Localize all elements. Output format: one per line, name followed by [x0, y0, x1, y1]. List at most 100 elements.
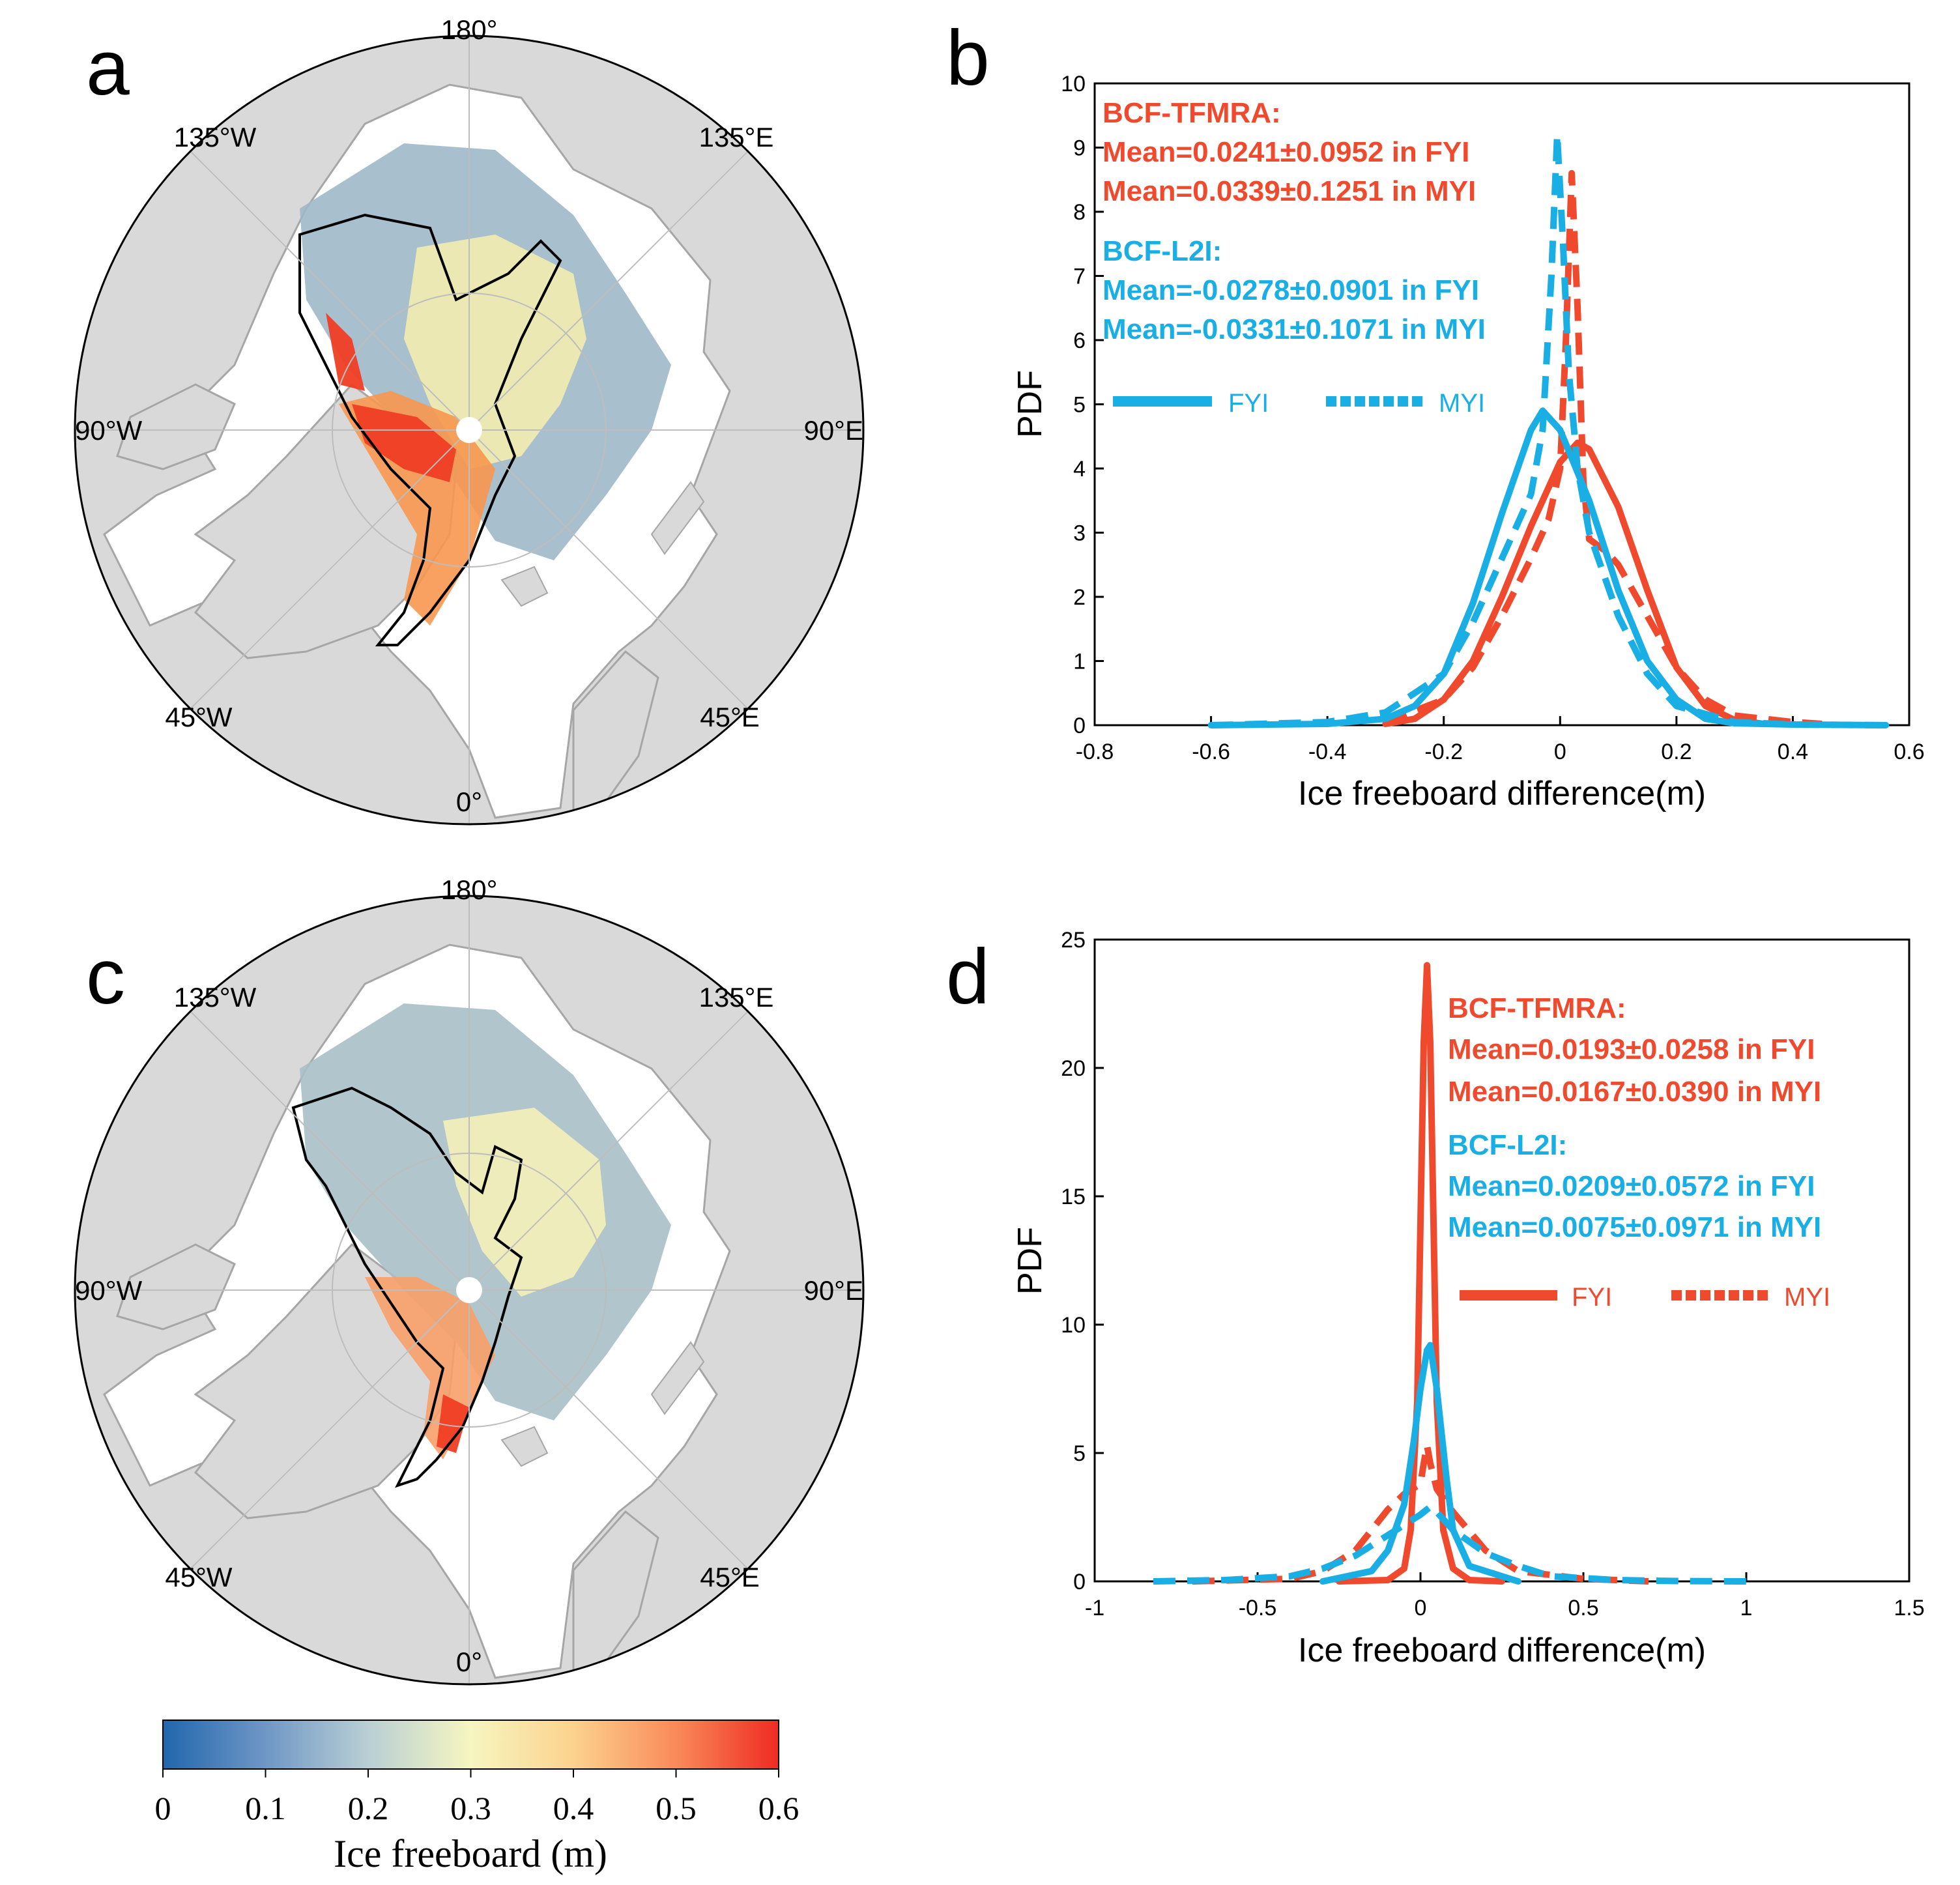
- colorbar-tick-label: 0.3: [450, 1790, 491, 1826]
- annotations: BCF-TFMRA: Mean=0.0193±0.0258 in FYI Mea…: [1448, 992, 1821, 1243]
- panel-letter-a: a: [86, 24, 130, 111]
- x-tick-label: -0.8: [1076, 740, 1114, 764]
- x-tick-label: 0: [1554, 740, 1566, 764]
- map-c: 180° 135°W 135°E 90°W 90°E 45°W 45°E 0° …: [74, 874, 865, 1686]
- lon-label-135w: 135°W: [174, 982, 257, 1013]
- y-tick-label: 25: [1061, 928, 1086, 953]
- chart-b: b -0.8 -0.6 -0.4 -0.2 0 0.2 0.4 0.6 0 1 2 3 4 5 6 7 8 9 10…: [946, 14, 1925, 813]
- x-tick-label: 0.2: [1661, 740, 1692, 764]
- panel-letter-c: c: [86, 933, 125, 1020]
- svalbard: [500, 1426, 549, 1467]
- x-tick-label: -0.2: [1424, 740, 1463, 764]
- series-line-bcf-l2i-fyi: [1319, 1342, 1521, 1585]
- legend-label-fyi: FYI: [1572, 1283, 1612, 1312]
- annotation-l2i-fyi: Mean=0.0209±0.0572 in FYI: [1448, 1170, 1815, 1202]
- annotation-title-l2i: BCF-L2I:: [1102, 235, 1222, 267]
- series-line-bcf-l2i-myi: [1211, 131, 1886, 728]
- x-axis-label: Ice freeboard difference(m): [1298, 775, 1706, 813]
- series-group: [1153, 962, 1747, 1585]
- annotation-l2i-fyi: Mean=-0.0278±0.0901 in FYI: [1102, 274, 1479, 306]
- map-frame: [74, 35, 865, 826]
- plot-frame: [1093, 938, 1910, 1583]
- lon-label-90e: 90°E: [803, 415, 863, 446]
- panel-letter-d: d: [946, 933, 990, 1020]
- annotation-tfmra-fyi: Mean=0.0241±0.0952 in FYI: [1102, 136, 1469, 168]
- y-tick-label: 2: [1073, 585, 1086, 610]
- y-tick-label: 10: [1061, 1313, 1086, 1338]
- series-line-bcf-l2i-fyi: [1207, 407, 1890, 728]
- x-tick-label: 0.5: [1568, 1596, 1598, 1620]
- freeboard-field-max: [326, 313, 365, 391]
- x-axis-label: Ice freeboard difference(m): [1298, 1632, 1706, 1669]
- freeboard-field-max: [352, 404, 456, 482]
- colorbar-tick-label: 0: [155, 1790, 171, 1826]
- lon-label-45e: 45°E: [700, 1562, 760, 1592]
- canadian-archipelago: [116, 383, 236, 470]
- series-line-bcf-tfmra-fyi: [1336, 962, 1505, 1585]
- panel-letter-b: b: [946, 14, 990, 102]
- colorbar-tick-label: 0.5: [656, 1790, 697, 1826]
- lon-label-90w: 90°W: [75, 415, 143, 446]
- y-tick-label: 9: [1073, 136, 1086, 161]
- y-tick-label: 7: [1073, 265, 1086, 289]
- lon-label-90w: 90°W: [75, 1275, 143, 1306]
- chart-d: d -1 -0.5 0 0.5 1 1.5 0 5 10 15 20 25 BCF-TFMRA: Me…: [946, 928, 1925, 1669]
- legend: FYI MYI: [1460, 1283, 1830, 1312]
- y-axis-label: PDF: [1011, 1227, 1049, 1295]
- map-a: 180° 135°W 135°E 90°W 90°E 45°W 45°E 0° …: [74, 14, 865, 826]
- y-tick-label: 10: [1061, 72, 1086, 96]
- annotation-tfmra-myi: Mean=0.0339±0.1251 in MYI: [1102, 175, 1476, 207]
- x-tick-label: 0.4: [1778, 740, 1808, 764]
- y-tick-label: 15: [1061, 1185, 1086, 1209]
- legend-label-fyi: FYI: [1228, 389, 1269, 418]
- x-tick-label: -0.5: [1239, 1596, 1277, 1620]
- series-line-bcf-tfmra-myi: [1384, 169, 1823, 727]
- lon-label-180: 180°: [441, 14, 498, 45]
- novaya-zemlya: [650, 481, 705, 555]
- annotation-l2i-myi: Mean=0.0075±0.0971 in MYI: [1448, 1211, 1821, 1243]
- canadian-archipelago: [116, 1243, 236, 1331]
- x-tick-label: 0: [1415, 1596, 1427, 1620]
- axis-ticks: -0.8 -0.6 -0.4 -0.2 0 0.2 0.4 0.6 0 1 2 3 4 5 6 7 8 9 10: [1061, 72, 1924, 764]
- colorbar-tick-label: 0.4: [553, 1790, 594, 1826]
- y-tick-label: 8: [1073, 200, 1086, 225]
- lon-label-0: 0°: [456, 786, 482, 817]
- y-tick-label: 5: [1073, 1441, 1086, 1466]
- annotation-title-tfmra: BCF-TFMRA:: [1102, 97, 1281, 129]
- lon-label-135e: 135°E: [699, 122, 774, 152]
- colorbar-tick-label: 0.1: [245, 1790, 286, 1826]
- annotation-title-tfmra: BCF-TFMRA:: [1448, 992, 1626, 1024]
- x-tick-label: -1: [1085, 1596, 1104, 1620]
- pole-hole: [456, 1277, 482, 1303]
- y-tick-label: 0: [1073, 713, 1086, 738]
- y-tick-label: 6: [1073, 328, 1086, 353]
- colorbar: 0 0.1 0.2 0.3 0.4 0.5 0.6 Ice freeboard (m): [155, 1720, 800, 1875]
- series-group: [1207, 131, 1890, 728]
- pole-hole: [456, 417, 482, 443]
- lon-label-45w: 45°W: [165, 702, 233, 732]
- freeboard-field-mid: [443, 1108, 606, 1297]
- y-tick-label: 3: [1073, 521, 1086, 546]
- lon-label-135w: 135°W: [174, 122, 257, 152]
- x-tick-label: -0.4: [1308, 740, 1347, 764]
- freeboard-field-max: [437, 1394, 469, 1453]
- y-tick-label: 1: [1073, 650, 1086, 674]
- x-tick-label: -0.6: [1192, 740, 1230, 764]
- lon-label-90e: 90°E: [803, 1275, 863, 1306]
- x-tick-label: 1: [1740, 1596, 1753, 1620]
- annotations: BCF-TFMRA: Mean=0.0241±0.0952 in FYI Mea…: [1102, 97, 1486, 345]
- axis-ticks: -1 -0.5 0 0.5 1 1.5 0 5 10 15 20 25: [1061, 928, 1924, 1620]
- lon-label-135e: 135°E: [699, 982, 774, 1013]
- lon-label-45w: 45°W: [165, 1562, 233, 1592]
- legend-label-myi: MYI: [1439, 389, 1485, 418]
- legend-label-myi: MYI: [1784, 1283, 1830, 1312]
- x-tick-label: 0.6: [1894, 740, 1924, 764]
- y-tick-label: 5: [1073, 393, 1086, 418]
- y-tick-label: 0: [1073, 1570, 1086, 1594]
- colorbar-tick-label: 0.6: [758, 1790, 800, 1826]
- annotation-tfmra-myi: Mean=0.0167±0.0390 in MYI: [1448, 1076, 1821, 1108]
- colorbar-ticks: 0 0.1 0.2 0.3 0.4 0.5 0.6: [155, 1769, 800, 1826]
- y-axis-label: PDF: [1011, 370, 1049, 438]
- lon-label-0: 0°: [456, 1647, 482, 1677]
